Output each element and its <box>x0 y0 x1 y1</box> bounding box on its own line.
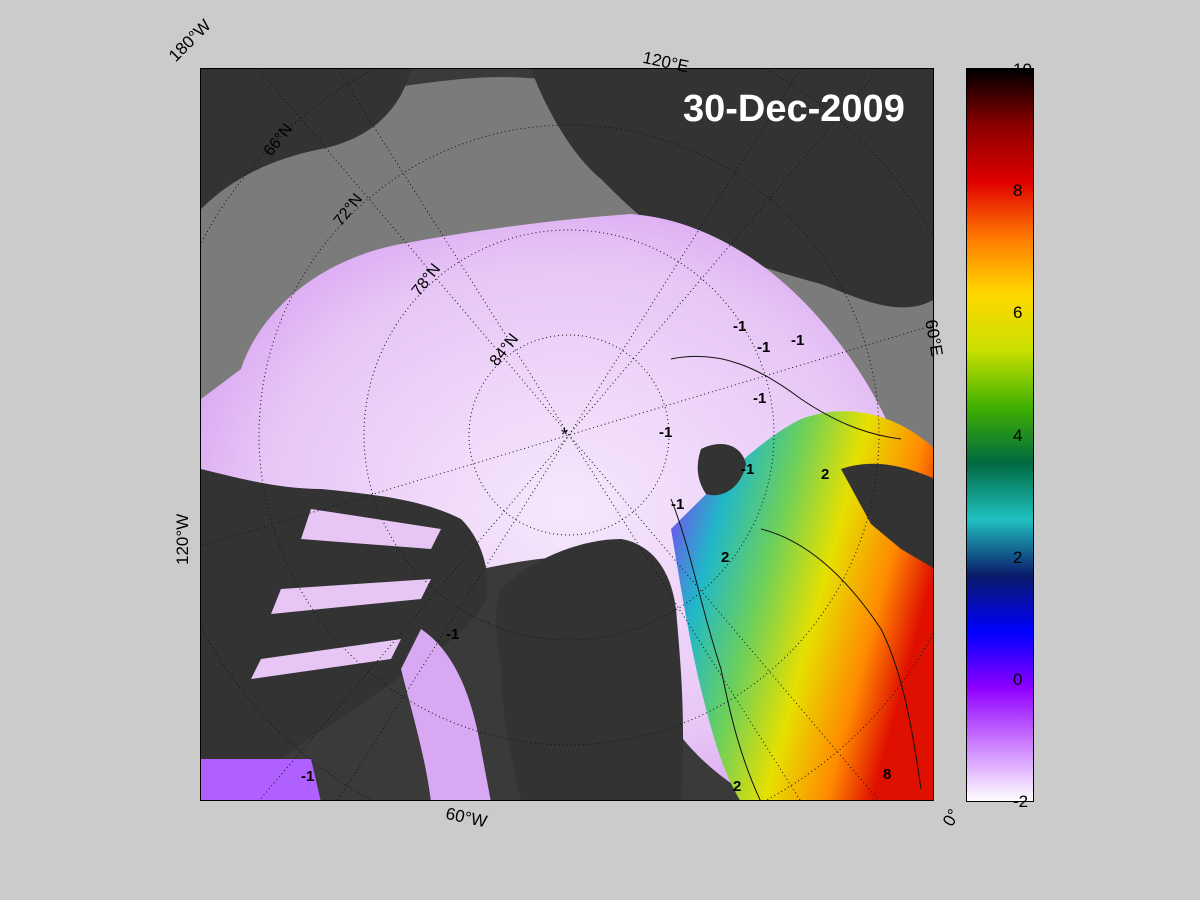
norway-land <box>841 463 933 568</box>
siberia-land <box>531 69 933 308</box>
contour-label: -1 <box>671 496 684 513</box>
canadian-archipelago <box>201 469 488 800</box>
contour-label: -1 <box>757 339 770 356</box>
sea-temperature-map: * 66°N 72°N 78°N 84°N -1 -1 -1 -1 -1 -1 … <box>200 68 934 801</box>
lon-label-120w: 120°W <box>173 513 192 565</box>
kara-land <box>201 69 411 209</box>
lon-label-180w: 180°W <box>165 15 215 66</box>
colorbar-tick: 10 <box>1013 60 1032 79</box>
contour-label: -1 <box>791 332 804 349</box>
hudson-water <box>201 759 321 800</box>
colorbar-tick: 6 <box>1013 303 1023 322</box>
colorbar-tick: 4 <box>1013 426 1023 445</box>
contour-label: -1 <box>753 390 766 407</box>
date-label: 30-Dec-2009 <box>683 88 905 130</box>
contour-label: -1 <box>733 318 746 335</box>
contour-line <box>670 355 922 800</box>
lon-label-0: 0° <box>939 805 964 830</box>
contour-label: -1 <box>741 461 754 478</box>
colorbar-tick: 2 <box>1013 548 1023 567</box>
contour-label: 2 <box>821 466 829 483</box>
contour-label: -1 <box>446 626 459 643</box>
parallel-84n <box>468 334 670 536</box>
colorbar <box>966 68 1034 802</box>
channel-ice <box>251 509 441 679</box>
contour-label: -1 <box>301 768 314 785</box>
svalbard-land <box>697 444 746 496</box>
lon-label-60w: 60°W <box>444 804 489 832</box>
colorbar-tick: -2 <box>1013 792 1029 811</box>
colorbar-tick: 0 <box>1013 670 1023 689</box>
greenland-land <box>496 539 684 800</box>
pole-marker: * <box>561 425 568 445</box>
contour-label: -1 <box>659 424 672 441</box>
meridian-4 <box>337 69 802 800</box>
baffin-bay-ice <box>401 629 491 800</box>
siberian-shelf <box>201 170 721 289</box>
map-canvas: * 66°N 72°N 78°N 84°N -1 -1 -1 -1 -1 -1 … <box>201 69 933 800</box>
contour-label: 2 <box>733 778 741 795</box>
contour-label: 8 <box>883 766 891 783</box>
parallel-78n <box>363 229 775 641</box>
contour-label: 2 <box>721 549 729 566</box>
colorbar-tick: 8 <box>1013 181 1023 200</box>
